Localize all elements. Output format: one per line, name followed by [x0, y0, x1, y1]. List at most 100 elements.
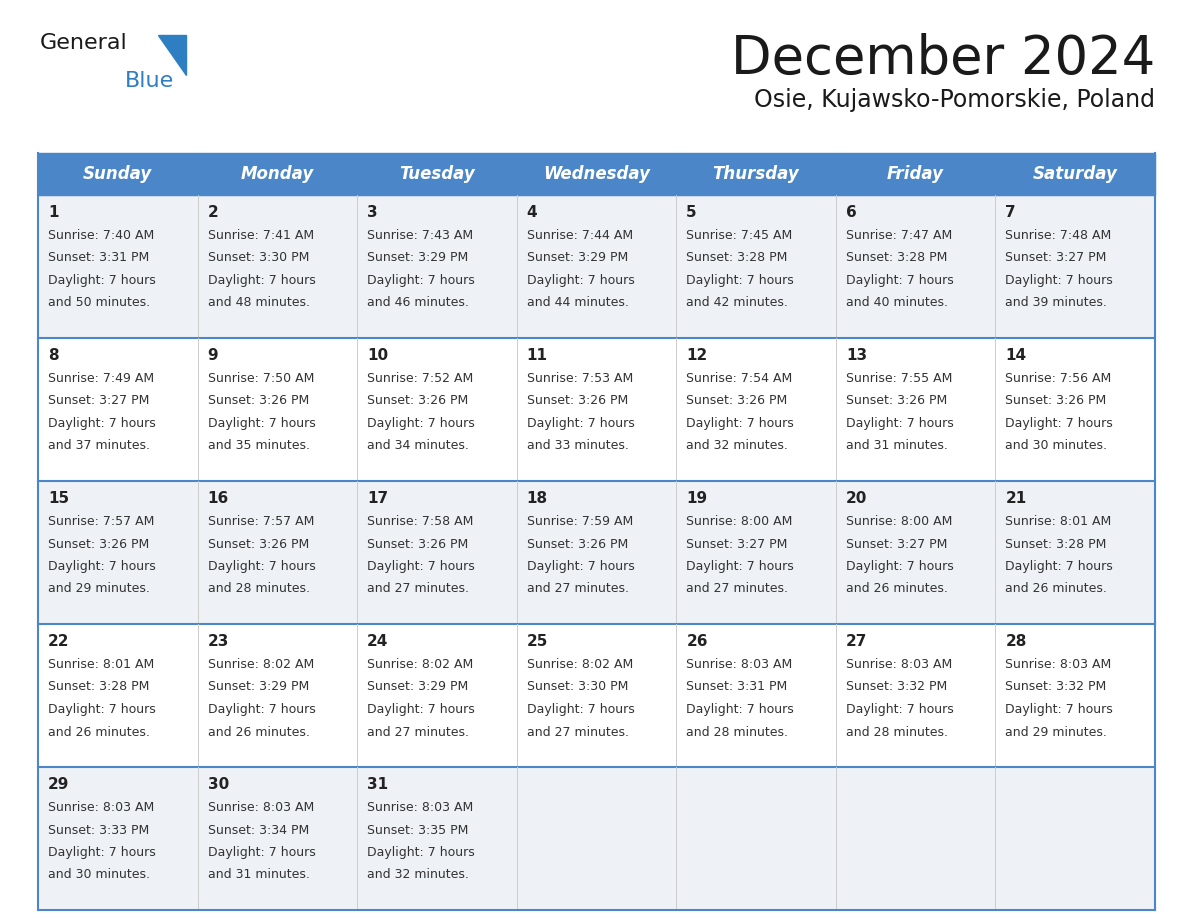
Text: 25: 25 [526, 634, 548, 649]
Text: Sunset: 3:28 PM: Sunset: 3:28 PM [1005, 538, 1107, 551]
Text: Daylight: 7 hours: Daylight: 7 hours [48, 560, 156, 573]
Text: and 31 minutes.: and 31 minutes. [208, 868, 309, 881]
Text: Sunrise: 8:03 AM: Sunrise: 8:03 AM [48, 801, 154, 814]
Text: Daylight: 7 hours: Daylight: 7 hours [526, 417, 634, 430]
Text: 11: 11 [526, 348, 548, 363]
Text: Sunset: 3:28 PM: Sunset: 3:28 PM [48, 680, 150, 693]
Text: Sunset: 3:29 PM: Sunset: 3:29 PM [367, 680, 468, 693]
Text: Sunrise: 8:01 AM: Sunrise: 8:01 AM [48, 658, 154, 671]
Text: 21: 21 [1005, 491, 1026, 506]
Bar [836, 338, 996, 481]
Text: Daylight: 7 hours: Daylight: 7 hours [1005, 417, 1113, 430]
Text: 9: 9 [208, 348, 219, 363]
Text: Daylight: 7 hours: Daylight: 7 hours [526, 274, 634, 287]
Text: Sunrise: 7:40 AM: Sunrise: 7:40 AM [48, 229, 154, 242]
Bar [836, 153, 996, 195]
Bar [996, 624, 1155, 767]
Text: and 27 minutes.: and 27 minutes. [526, 725, 628, 738]
Text: Sunset: 3:26 PM: Sunset: 3:26 PM [367, 538, 468, 551]
Text: Blue: Blue [125, 71, 175, 91]
Text: and 32 minutes.: and 32 minutes. [687, 440, 788, 453]
Text: Sunrise: 7:52 AM: Sunrise: 7:52 AM [367, 372, 473, 385]
Bar [358, 153, 517, 195]
Text: Sunrise: 7:50 AM: Sunrise: 7:50 AM [208, 372, 314, 385]
Bar [197, 195, 358, 338]
Text: and 26 minutes.: and 26 minutes. [208, 725, 309, 738]
Text: Sunset: 3:31 PM: Sunset: 3:31 PM [48, 252, 150, 264]
Bar [38, 338, 197, 481]
Text: Sunset: 3:26 PM: Sunset: 3:26 PM [208, 538, 309, 551]
Text: Sunset: 3:28 PM: Sunset: 3:28 PM [846, 252, 947, 264]
Text: Daylight: 7 hours: Daylight: 7 hours [526, 703, 634, 716]
Text: Sunrise: 7:48 AM: Sunrise: 7:48 AM [1005, 229, 1112, 242]
Text: Sunrise: 7:41 AM: Sunrise: 7:41 AM [208, 229, 314, 242]
Text: and 32 minutes.: and 32 minutes. [367, 868, 469, 881]
Bar [358, 624, 517, 767]
Text: Sunset: 3:26 PM: Sunset: 3:26 PM [1005, 395, 1107, 408]
Text: Friday: Friday [887, 165, 944, 183]
Text: Daylight: 7 hours: Daylight: 7 hours [687, 703, 794, 716]
Text: Daylight: 7 hours: Daylight: 7 hours [846, 417, 954, 430]
Bar [996, 338, 1155, 481]
Text: 22: 22 [48, 634, 70, 649]
Text: Saturday: Saturday [1032, 165, 1118, 183]
Text: Sunrise: 7:53 AM: Sunrise: 7:53 AM [526, 372, 633, 385]
Bar [836, 767, 996, 910]
Text: Sunset: 3:28 PM: Sunset: 3:28 PM [687, 252, 788, 264]
Text: Daylight: 7 hours: Daylight: 7 hours [208, 560, 315, 573]
Text: and 30 minutes.: and 30 minutes. [1005, 440, 1107, 453]
Text: Daylight: 7 hours: Daylight: 7 hours [208, 274, 315, 287]
Bar [676, 338, 836, 481]
Bar [836, 481, 996, 624]
Text: 5: 5 [687, 205, 697, 220]
Text: Daylight: 7 hours: Daylight: 7 hours [1005, 560, 1113, 573]
Text: 3: 3 [367, 205, 378, 220]
Bar [676, 195, 836, 338]
Text: 27: 27 [846, 634, 867, 649]
Text: Sunrise: 7:57 AM: Sunrise: 7:57 AM [48, 515, 154, 528]
Text: Daylight: 7 hours: Daylight: 7 hours [846, 560, 954, 573]
Text: and 48 minutes.: and 48 minutes. [208, 297, 310, 309]
Bar [836, 624, 996, 767]
Text: Sunrise: 8:00 AM: Sunrise: 8:00 AM [846, 515, 953, 528]
Bar [836, 195, 996, 338]
Text: Daylight: 7 hours: Daylight: 7 hours [48, 703, 156, 716]
Text: and 35 minutes.: and 35 minutes. [208, 440, 310, 453]
Text: and 31 minutes.: and 31 minutes. [846, 440, 948, 453]
Bar [358, 767, 517, 910]
Text: Daylight: 7 hours: Daylight: 7 hours [367, 560, 475, 573]
Text: Sunset: 3:27 PM: Sunset: 3:27 PM [687, 538, 788, 551]
Text: Sunrise: 7:57 AM: Sunrise: 7:57 AM [208, 515, 314, 528]
Text: Sunset: 3:26 PM: Sunset: 3:26 PM [367, 395, 468, 408]
Bar [197, 624, 358, 767]
Text: Daylight: 7 hours: Daylight: 7 hours [846, 274, 954, 287]
Bar [38, 767, 197, 910]
Text: Daylight: 7 hours: Daylight: 7 hours [48, 846, 156, 859]
Text: 16: 16 [208, 491, 229, 506]
Bar [38, 153, 197, 195]
Text: Sunrise: 8:03 AM: Sunrise: 8:03 AM [208, 801, 314, 814]
Text: and 26 minutes.: and 26 minutes. [1005, 583, 1107, 596]
Text: and 50 minutes.: and 50 minutes. [48, 297, 150, 309]
Text: Sunset: 3:26 PM: Sunset: 3:26 PM [208, 395, 309, 408]
Bar [996, 767, 1155, 910]
Text: and 27 minutes.: and 27 minutes. [367, 583, 469, 596]
Text: 8: 8 [48, 348, 58, 363]
Text: Sunrise: 8:01 AM: Sunrise: 8:01 AM [1005, 515, 1112, 528]
Bar [517, 767, 676, 910]
Text: 18: 18 [526, 491, 548, 506]
Text: Daylight: 7 hours: Daylight: 7 hours [48, 417, 156, 430]
Text: and 29 minutes.: and 29 minutes. [48, 583, 150, 596]
Text: Daylight: 7 hours: Daylight: 7 hours [846, 703, 954, 716]
Text: Sunrise: 7:45 AM: Sunrise: 7:45 AM [687, 229, 792, 242]
Text: Sunrise: 8:02 AM: Sunrise: 8:02 AM [367, 658, 473, 671]
Text: 26: 26 [687, 634, 708, 649]
Bar [517, 624, 676, 767]
Text: 30: 30 [208, 777, 229, 792]
Text: Daylight: 7 hours: Daylight: 7 hours [367, 274, 475, 287]
Bar [676, 481, 836, 624]
Text: and 33 minutes.: and 33 minutes. [526, 440, 628, 453]
Text: Daylight: 7 hours: Daylight: 7 hours [687, 417, 794, 430]
Text: Sunset: 3:31 PM: Sunset: 3:31 PM [687, 680, 788, 693]
Text: Sunday: Sunday [83, 165, 152, 183]
